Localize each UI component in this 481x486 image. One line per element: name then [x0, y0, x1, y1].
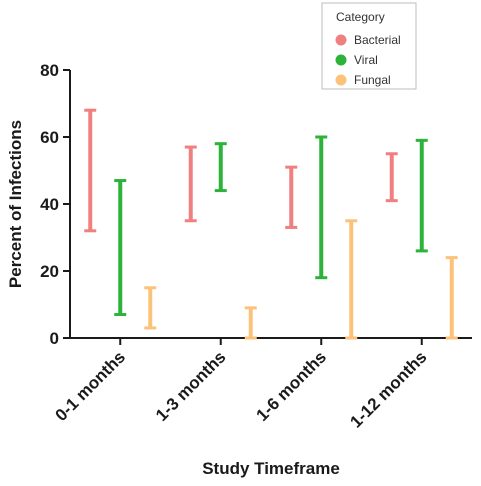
x-axis-title: Study Timeframe	[202, 459, 340, 478]
x-tick-label: 1-6 months	[253, 347, 331, 425]
range-bar-fungal	[144, 286, 157, 330]
y-tick-label: 60	[40, 128, 59, 147]
range-bar-bacterial	[184, 145, 197, 223]
range-bar-fungal	[445, 256, 458, 340]
range-bar-bacterial	[84, 108, 97, 233]
axes: 0 20 40 60 80 0-1 months 1-3 months 1-6 months…	[40, 61, 472, 432]
legend-label-viral: Viral	[354, 53, 378, 67]
legend-box	[321, 2, 417, 90]
range-bar-viral	[315, 135, 328, 280]
legend-title: Category	[336, 10, 385, 24]
y-tick-label: 80	[40, 61, 59, 80]
legend-label-bacterial: Bacterial	[354, 33, 401, 47]
plot-area	[84, 108, 458, 340]
legend-label-fungal: Fungal	[354, 73, 391, 87]
range-bar-fungal	[244, 306, 257, 340]
x-tick-label: 1-3 months	[152, 347, 230, 425]
range-bar-fungal	[345, 219, 358, 340]
y-axis-title: Percent of Infections	[6, 120, 25, 288]
legend-swatch-viral	[335, 54, 347, 66]
legend: Category Bacterial Viral Fungal	[321, 2, 417, 90]
range-bar-viral	[114, 179, 127, 317]
x-tick-label: 1-12 months	[346, 347, 430, 431]
range-bar-viral	[214, 142, 227, 193]
y-tick-label: 20	[40, 262, 59, 281]
range-bar-bacterial	[285, 165, 298, 229]
y-tick-label: 40	[40, 195, 59, 214]
x-tick-label: 0-1 months	[52, 347, 130, 425]
legend-swatch-bacterial	[335, 34, 347, 46]
range-bar-bacterial	[385, 152, 398, 203]
range-bar-viral	[415, 138, 428, 253]
y-tick-label: 0	[50, 329, 59, 348]
legend-swatch-fungal	[335, 74, 347, 86]
